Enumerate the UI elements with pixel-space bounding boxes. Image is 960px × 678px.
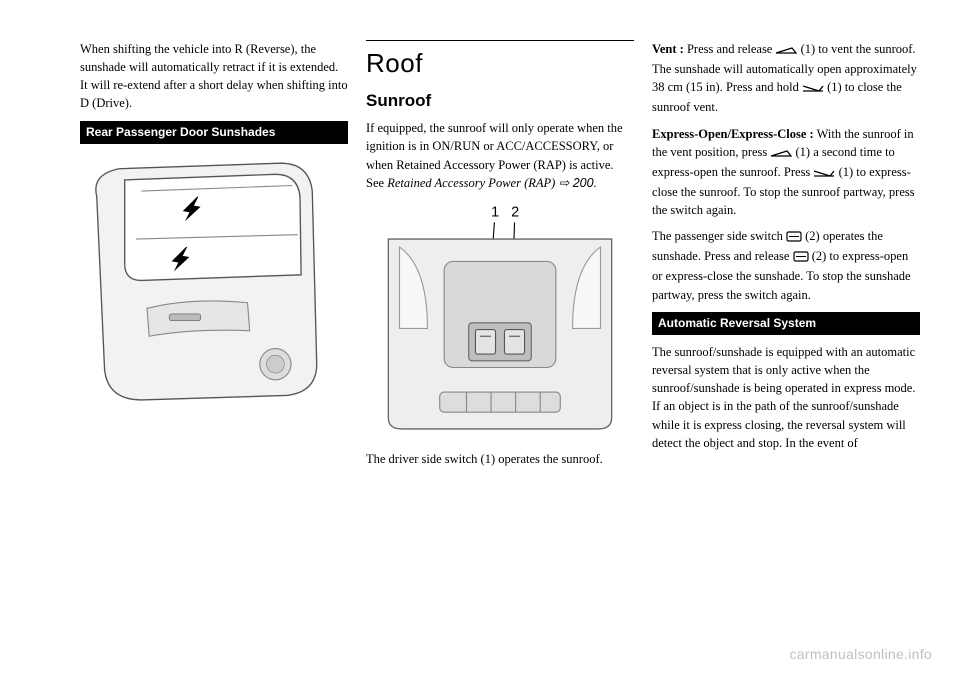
col2-p1-ref: Retained Accessory Power (RAP) [387,176,555,190]
section-bar-rear-sunshades: Rear Passenger Door Sunshades [80,121,348,144]
passenger-text-a: The passenger side switch [652,229,786,243]
col2-p1-ref-page: ⇨ 200. [555,176,597,190]
figure-overhead-console: 1 2 [366,200,634,440]
tilt-close-icon [813,165,835,183]
col1-paragraph-1: When shifting the vehicle into R (Revers… [80,40,348,113]
vent-label: Vent : [652,42,684,56]
overhead-console-illustration: 1 2 [366,200,634,440]
figure-door-sunshade [80,152,348,409]
tilt-open-icon [775,42,797,60]
col2-paragraph-2: The driver side switch (1) operates the … [366,450,634,468]
callout-2: 2 [511,205,519,221]
vent-text-a: Press and release [684,42,776,56]
tilt-open-icon [770,145,792,163]
col3-auto-reversal-paragraph: The sunroof/sunshade is equipped with an… [652,343,920,452]
sunshade-switch-icon [793,249,809,267]
door-sunshade-illustration [80,152,348,409]
express-label: Express-Open/Express-Close : [652,127,814,141]
column-2: Roof Sunroof If equipped, the sunroof wi… [366,40,634,476]
heading-roof: Roof [366,40,634,83]
sunshade-switch-icon [786,229,802,247]
column-3: Vent : Press and release (1) to vent the… [652,40,920,476]
callout-1: 1 [491,205,499,221]
col2-paragraph-1: If equipped, the sunroof will only opera… [366,119,634,192]
col3-express-paragraph: Express-Open/Express-Close : With the su… [652,125,920,220]
column-1: When shifting the vehicle into R (Revers… [80,40,348,476]
heading-sunroof: Sunroof [366,89,634,114]
page-columns: When shifting the vehicle into R (Revers… [0,0,960,496]
watermark: carmanualsonline.info [790,644,933,664]
col3-vent-paragraph: Vent : Press and release (1) to vent the… [652,40,920,117]
col3-passenger-paragraph: The passenger side switch (2) operates t… [652,227,920,304]
section-bar-auto-reversal: Automatic Reversal System [652,312,920,335]
tilt-close-icon [802,80,824,98]
